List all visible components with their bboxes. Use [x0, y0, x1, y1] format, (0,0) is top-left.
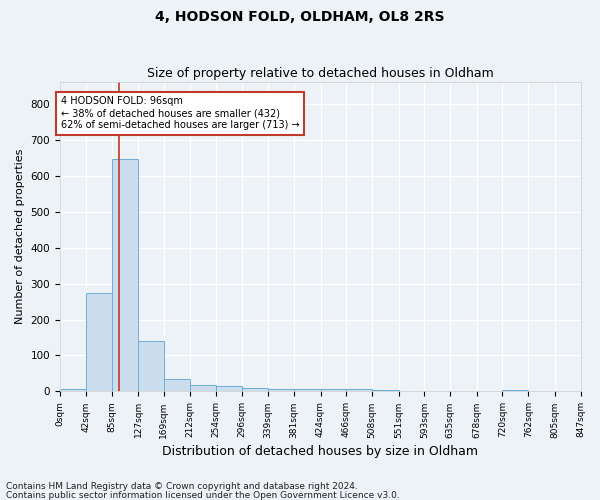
Bar [502, 390, 528, 392]
Bar [60, 389, 86, 392]
Text: 4 HODSON FOLD: 96sqm
← 38% of detached houses are smaller (432)
62% of semi-deta: 4 HODSON FOLD: 96sqm ← 38% of detached h… [61, 96, 299, 130]
Bar [242, 388, 268, 392]
Bar [112, 160, 138, 392]
Bar [294, 389, 320, 392]
Bar [320, 389, 346, 392]
Title: Size of property relative to detached houses in Oldham: Size of property relative to detached ho… [147, 66, 494, 80]
Text: Contains HM Land Registry data © Crown copyright and database right 2024.: Contains HM Land Registry data © Crown c… [6, 482, 358, 491]
Text: 4, HODSON FOLD, OLDHAM, OL8 2RS: 4, HODSON FOLD, OLDHAM, OL8 2RS [155, 10, 445, 24]
Bar [138, 341, 164, 392]
Bar [190, 385, 216, 392]
Bar [346, 389, 372, 392]
Bar [372, 390, 398, 392]
Bar [216, 386, 242, 392]
X-axis label: Distribution of detached houses by size in Oldham: Distribution of detached houses by size … [162, 444, 478, 458]
Bar [86, 292, 112, 392]
Text: Contains public sector information licensed under the Open Government Licence v3: Contains public sector information licen… [6, 490, 400, 500]
Bar [164, 379, 190, 392]
Bar [268, 389, 294, 392]
Y-axis label: Number of detached properties: Number of detached properties [15, 149, 25, 324]
